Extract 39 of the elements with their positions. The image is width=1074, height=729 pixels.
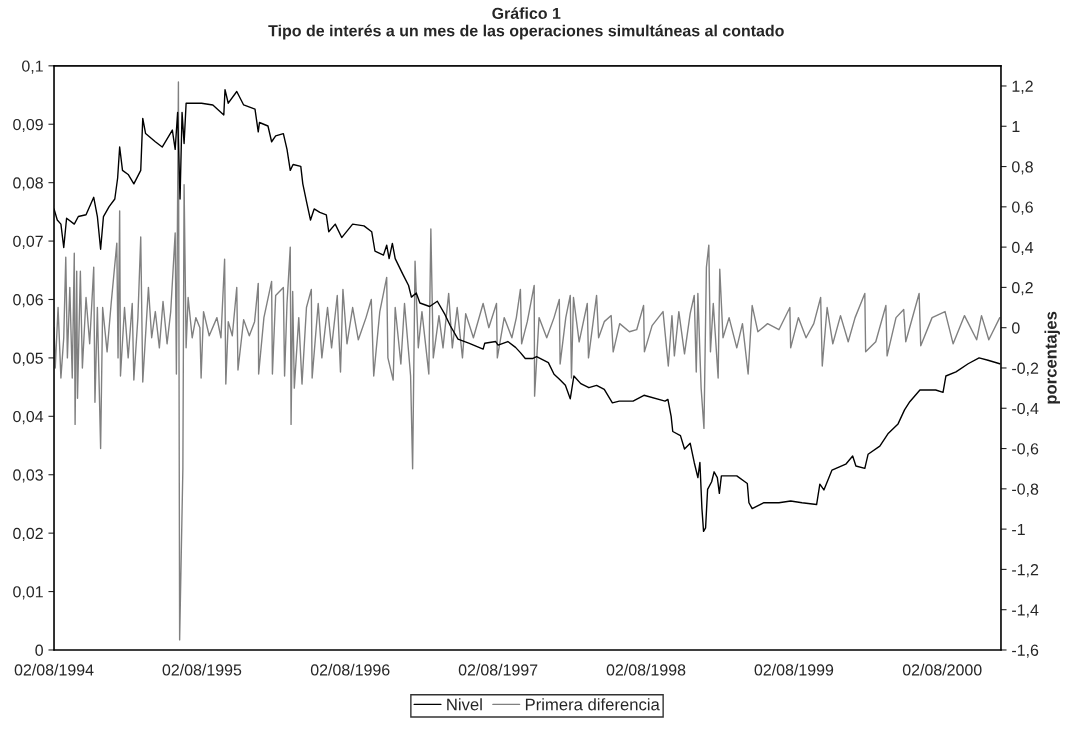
x-tick-label: 02/08/1997 [458,663,538,676]
y2-tick-label: -1,6 [1012,644,1039,658]
y-tick-label: 0,02 [13,527,43,541]
y2-tick-label: 0,8 [1012,161,1033,175]
y-tick-label: 0,09 [13,118,43,133]
y2-tick-label: 0,4 [1012,241,1034,255]
x-tick-label: 02/08/1998 [606,663,686,676]
chart-subtitle: Tipo de interés a un mes de las operaciones simultáneas al contado [268,24,784,40]
y2-tick-label: 0 [1012,322,1020,334]
y2-tick-label: -0,2 [1012,362,1039,376]
x-tick-label: 02/08/1996 [310,663,390,676]
legend-label: Nivel [447,698,482,711]
y2-tick-label: -0,6 [1012,443,1039,457]
y-tick-label: 0,07 [13,235,43,249]
y-tick-label: 0,01 [13,586,43,600]
y-tick-label: 0,05 [13,352,43,366]
line-series [54,81,1001,641]
y-tick-label: 0,06 [13,294,43,308]
y2-tick-label: 0,2 [1012,282,1033,296]
y-tick-label: 0,08 [13,177,43,191]
x-tick-label: 02/08/1995 [162,663,242,676]
y2-tick-label: -1 [1012,523,1025,535]
chart-title: Gráfico 1 [492,7,561,20]
y2-tick-label: 1,2 [1012,80,1033,94]
x-tick-label: 02/08/2000 [902,663,982,676]
y-tick-label: 0,1 [22,60,43,74]
y-tick-label: 0,04 [13,410,44,425]
y2-tick-label: -0,8 [1012,483,1039,497]
y2-tick-label: 1 [1012,121,1020,133]
legend-label: Primera diferencia [525,698,660,711]
y-tick-label: 0 [35,644,43,656]
y-tick-label: 0,03 [13,469,43,483]
y2-tick-label: 0,6 [1012,201,1033,215]
y2-axis-title: porcentajes [1044,311,1060,404]
y2-tick-label: -1,2 [1012,564,1039,578]
x-tick-label: 02/08/1994 [14,663,94,676]
y2-tick-label: -0,4 [1012,402,1039,417]
y2-tick-label: -1,4 [1012,604,1039,618]
x-tick-label: 02/08/1999 [754,663,834,676]
